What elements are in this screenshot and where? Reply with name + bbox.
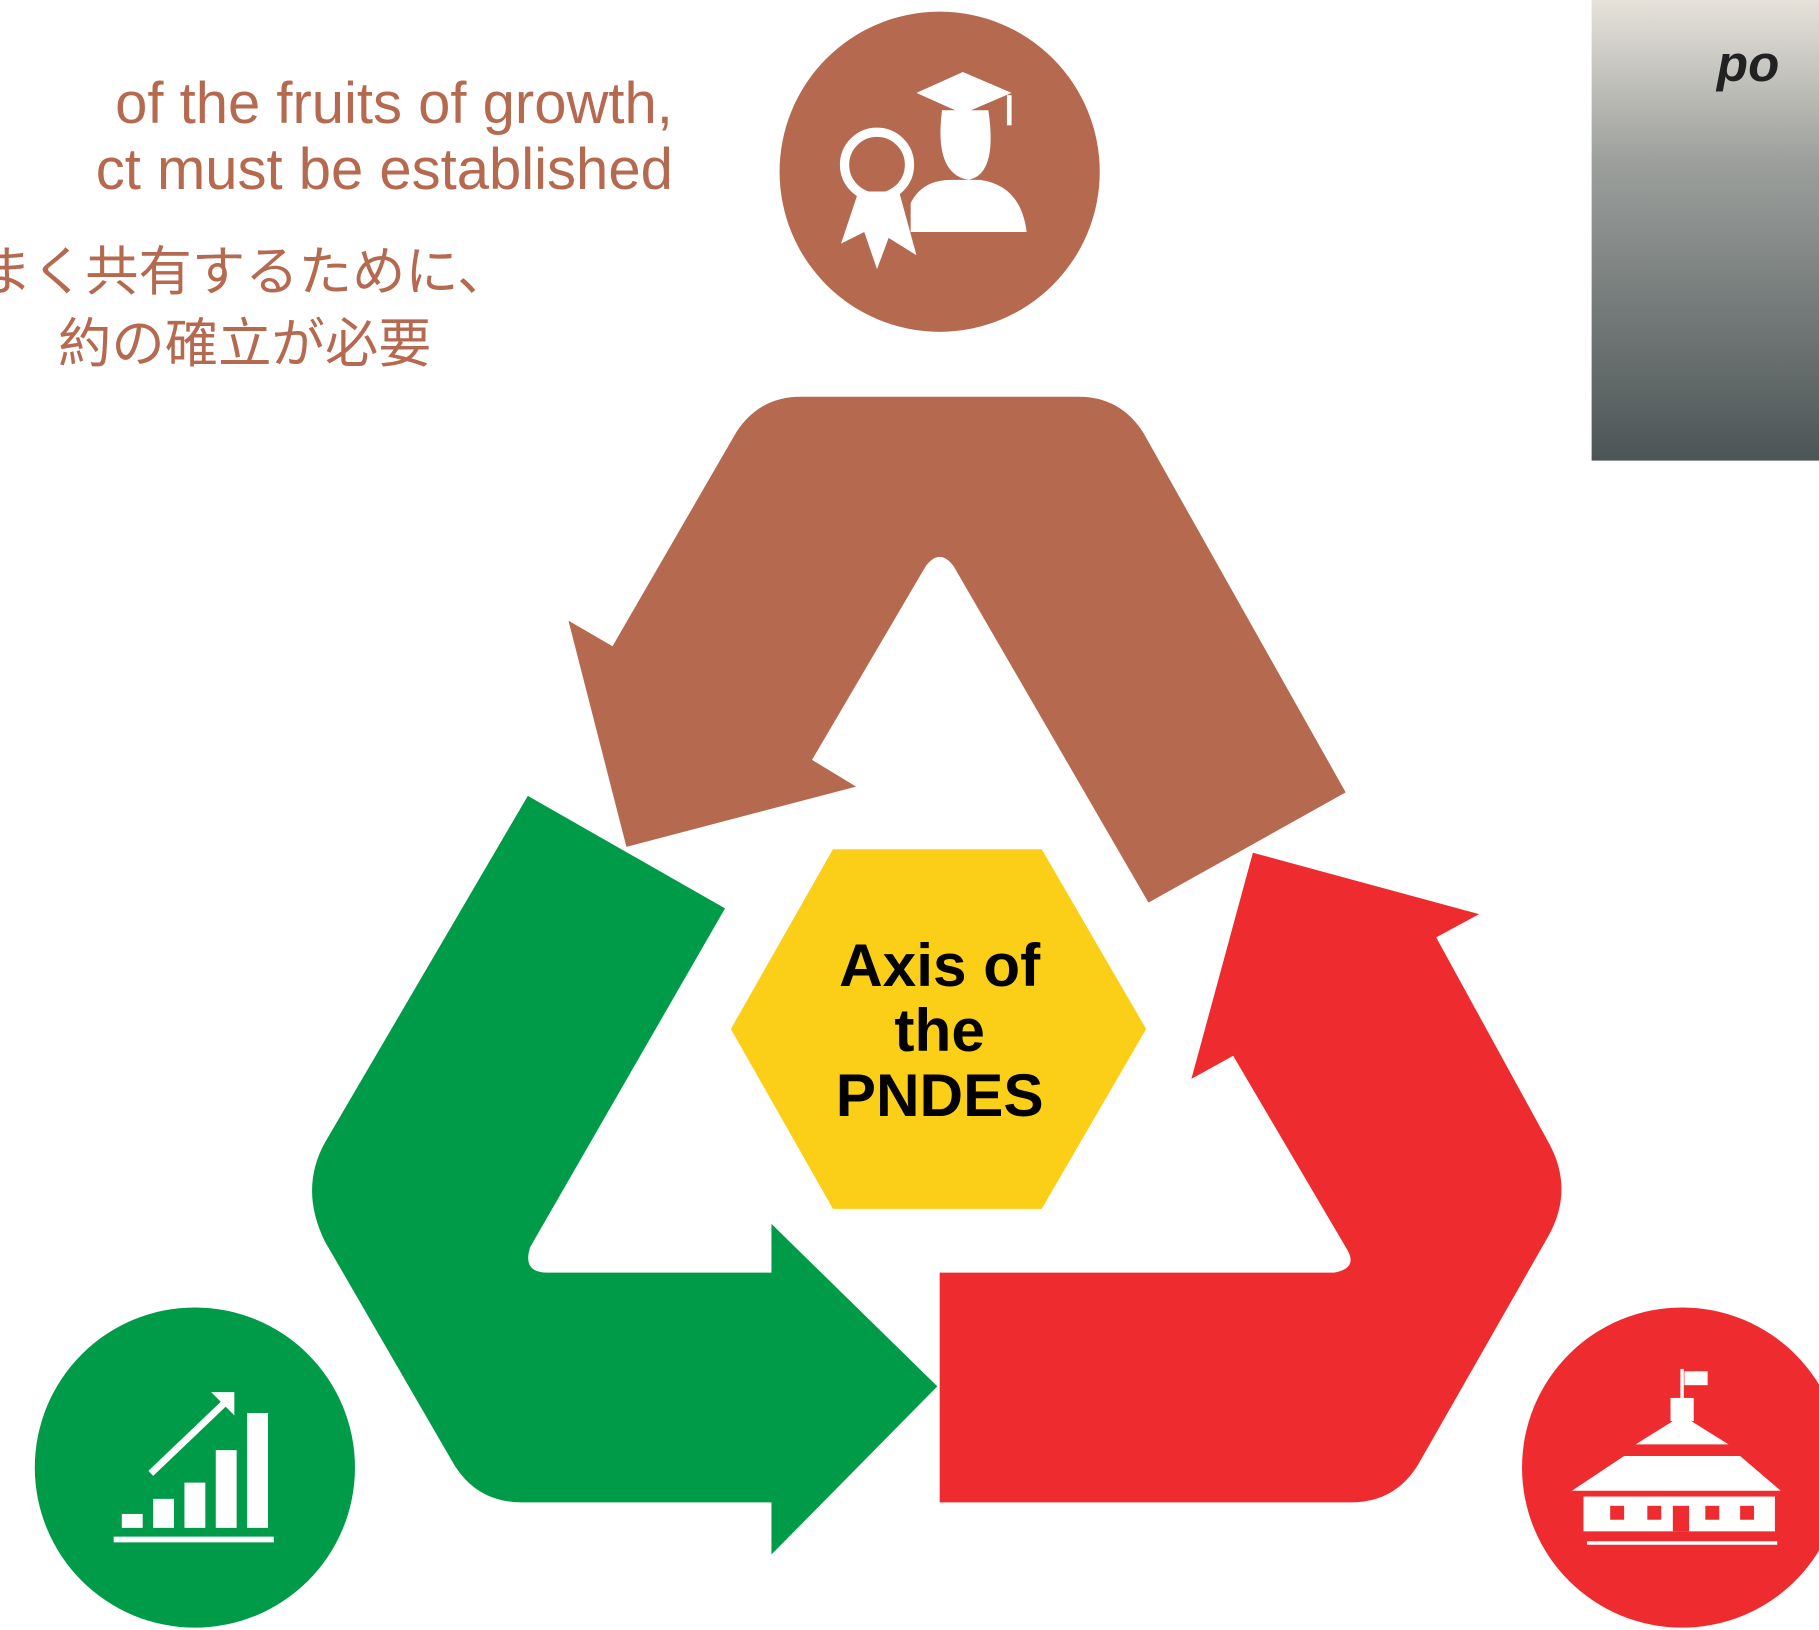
center-label: PNDES [836, 1061, 1044, 1129]
header-line: of the fruits of growth, [115, 71, 673, 136]
center-label: Axis of [839, 931, 1041, 999]
photo: po [1592, 0, 1819, 461]
header-line: ct must be established [96, 137, 673, 202]
brown-arrow [568, 397, 1345, 903]
japanese-line: まく共有するために、 [0, 240, 510, 303]
education-icon [780, 12, 1100, 332]
growth-icon [35, 1307, 355, 1627]
photo-image [1592, 0, 1819, 461]
japanese-line: 約の確立が必要 [58, 312, 432, 375]
school-icon [1522, 1307, 1819, 1627]
photo-caption: po [1715, 35, 1779, 92]
diagram: of the fruits of growth, ct must be esta… [0, 0, 1819, 1630]
center-label: the [894, 996, 984, 1064]
page: {"header": {"lines": ["of the fruits of … [0, 0, 1819, 1630]
